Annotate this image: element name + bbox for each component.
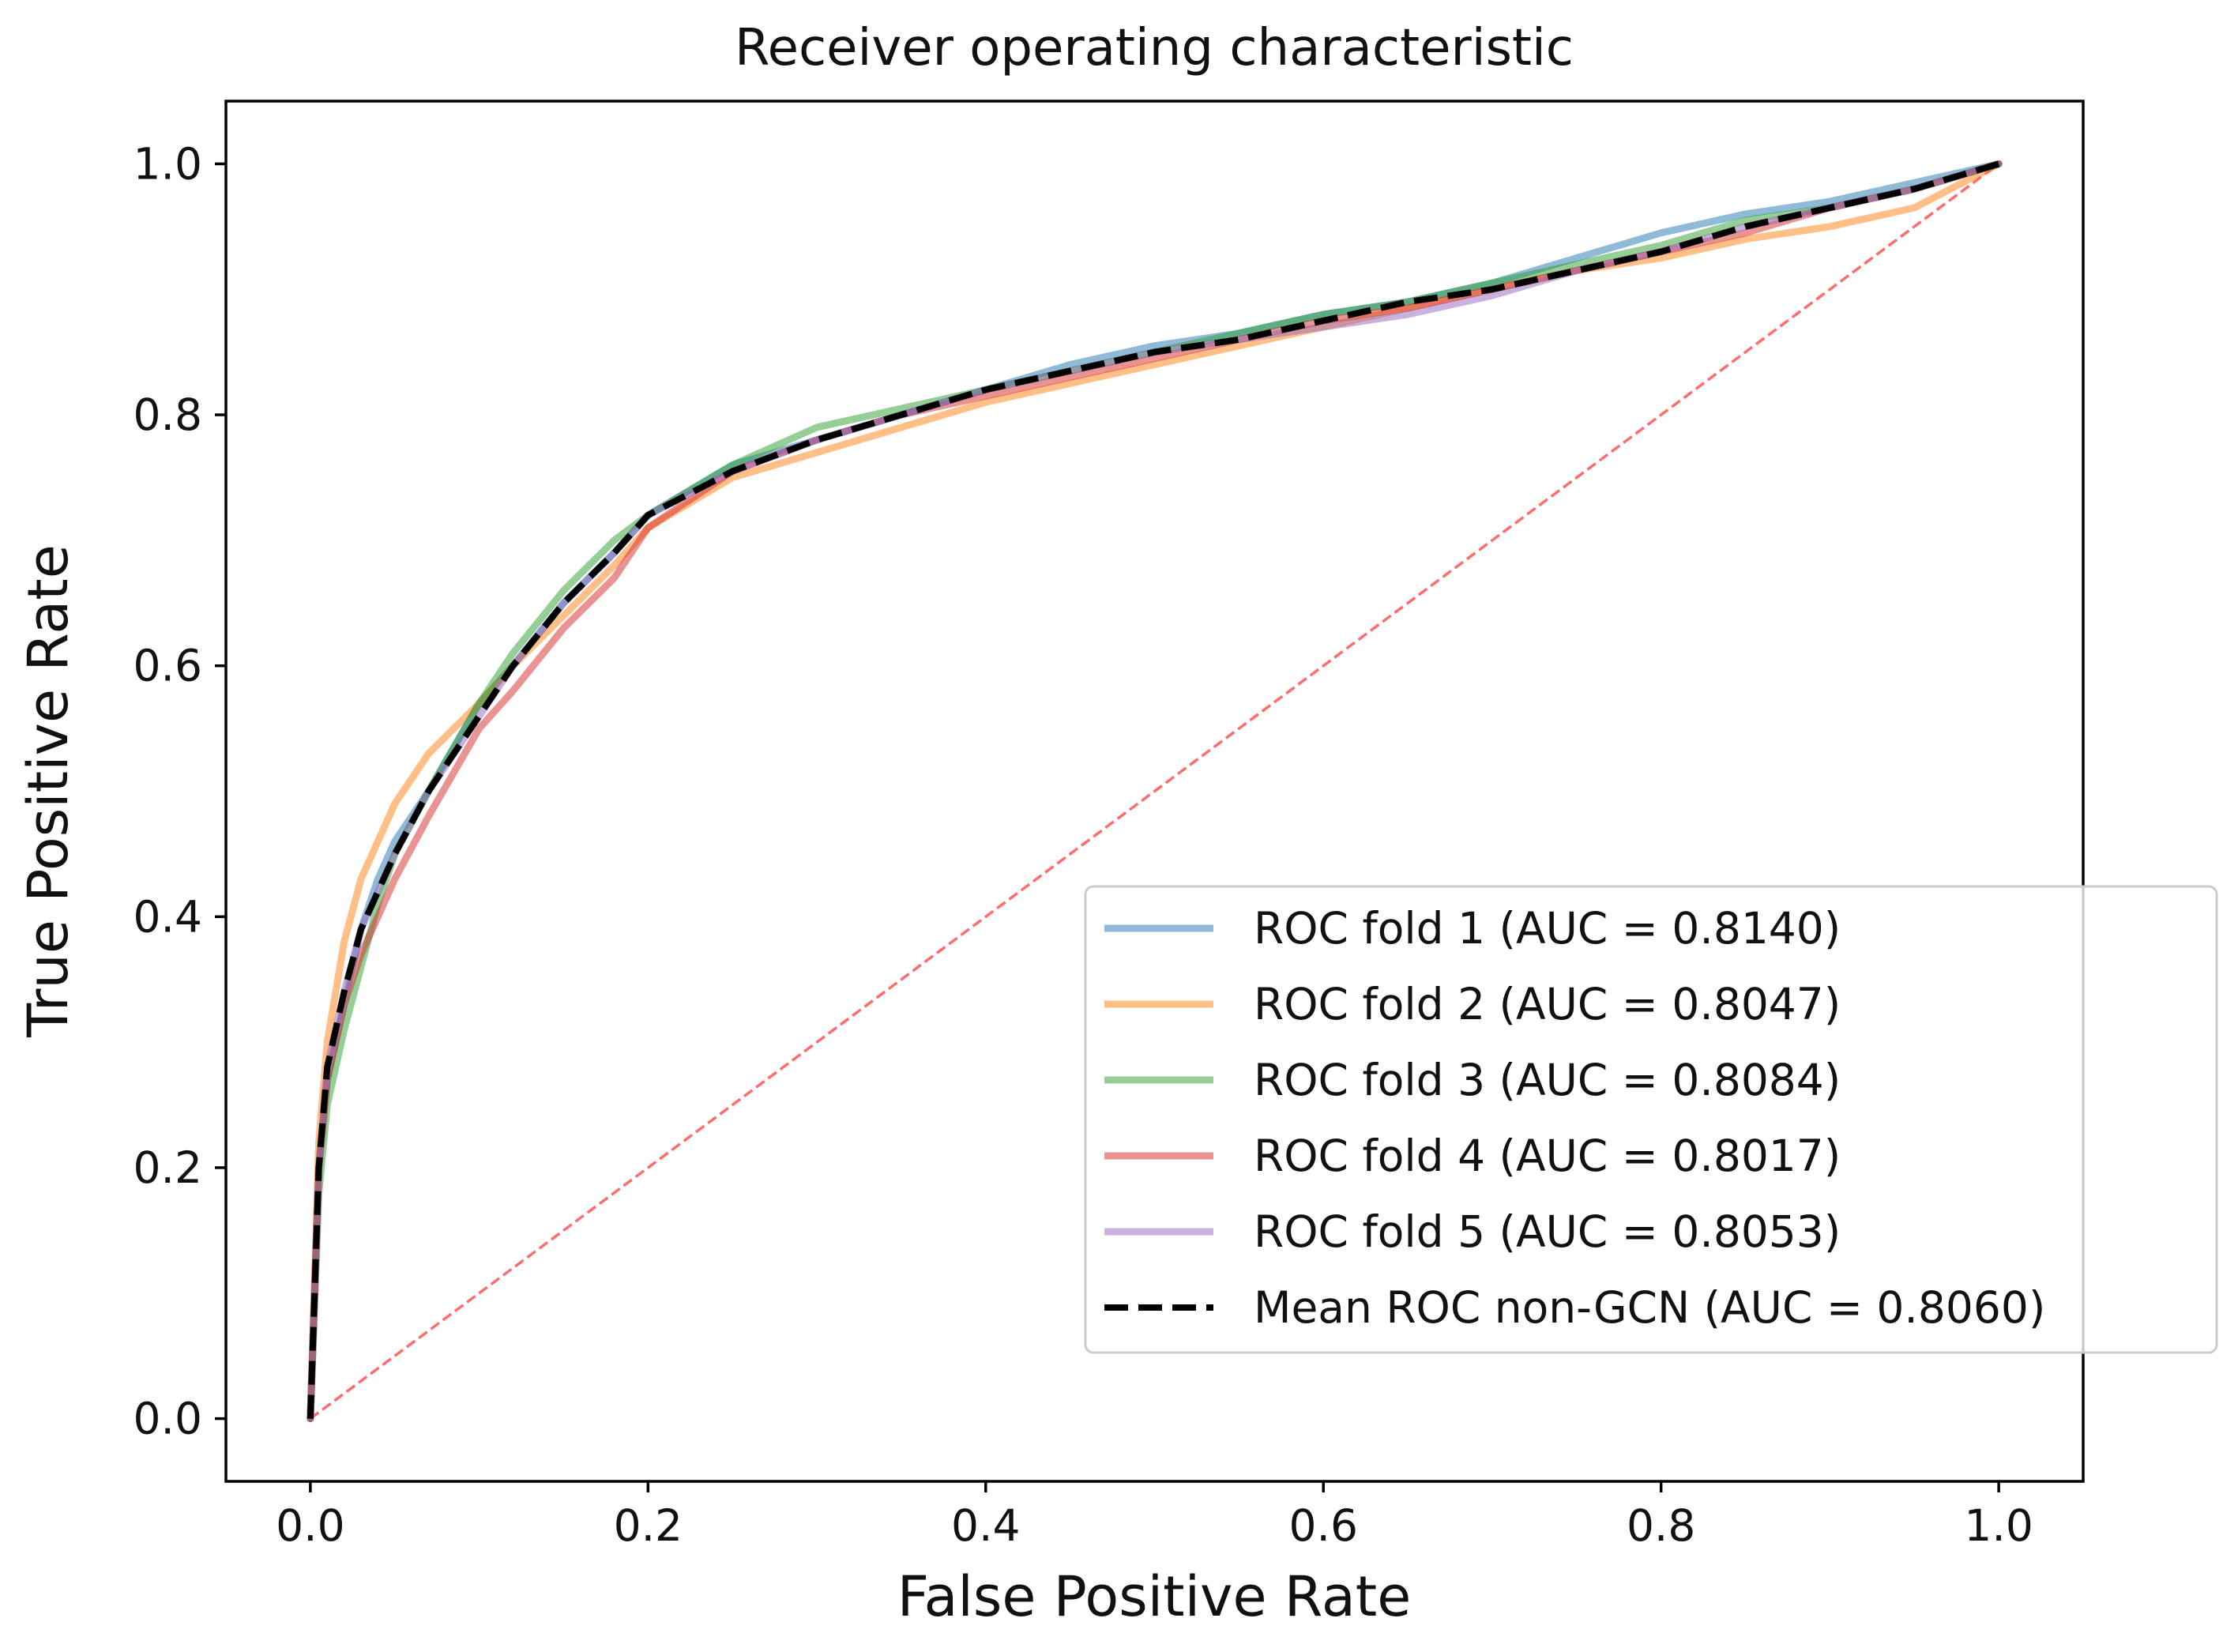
series-lines bbox=[307, 160, 2003, 1423]
legend: ROC fold 1 (AUC = 0.8140) ROC fold 2 (AUC… bbox=[1084, 885, 2218, 1354]
y-tick-label: 0.8 bbox=[134, 389, 202, 440]
plot-frame bbox=[224, 100, 2085, 1483]
chance-reference-line bbox=[309, 163, 2000, 1420]
legend-label: ROC fold 1 (AUC = 0.8140) bbox=[1254, 903, 1841, 954]
plot-area bbox=[307, 160, 2003, 1423]
y-tick-label: 0.6 bbox=[134, 641, 202, 691]
x-tick-label: 0.0 bbox=[276, 1500, 344, 1551]
x-tick-label: 0.8 bbox=[1627, 1500, 1695, 1551]
x-tick-label: 0.4 bbox=[951, 1500, 1020, 1551]
y-tick-label: 0.2 bbox=[134, 1142, 202, 1193]
y-tick-label: 0.0 bbox=[134, 1394, 202, 1444]
x-tick-label: 0.6 bbox=[1288, 1500, 1357, 1551]
legend-label: ROC fold 4 (AUC = 0.8017) bbox=[1254, 1131, 1841, 1181]
y-tick-label: 0.4 bbox=[134, 891, 202, 942]
axis-ticks: 0.0 0.2 0.4 0.6 0.8 1.0 0.0 0.2 0.4 0.6 0.8 1.0 bbox=[134, 138, 2033, 1551]
x-tick-label: 1.0 bbox=[1964, 1500, 2033, 1551]
legend-label: ROC fold 2 (AUC = 0.8047) bbox=[1254, 979, 1841, 1029]
series-line-mean-roc bbox=[307, 160, 2000, 1419]
legend-label: Mean ROC non-GCN (AUC = 0.8060) bbox=[1254, 1282, 2045, 1333]
x-axis-label: False Positive Rate bbox=[897, 1564, 1412, 1629]
legend-label: ROC fold 3 (AUC = 0.8084) bbox=[1254, 1055, 1841, 1105]
y-axis-label: True Positive Rate bbox=[16, 544, 81, 1038]
y-tick-label: 1.0 bbox=[134, 138, 202, 189]
legend-label: ROC fold 5 (AUC = 0.8053) bbox=[1254, 1206, 1841, 1257]
legend-frame bbox=[1084, 885, 2218, 1354]
x-tick-label: 0.2 bbox=[614, 1500, 683, 1551]
chart-title: Receiver operating characteristic bbox=[735, 19, 1574, 77]
